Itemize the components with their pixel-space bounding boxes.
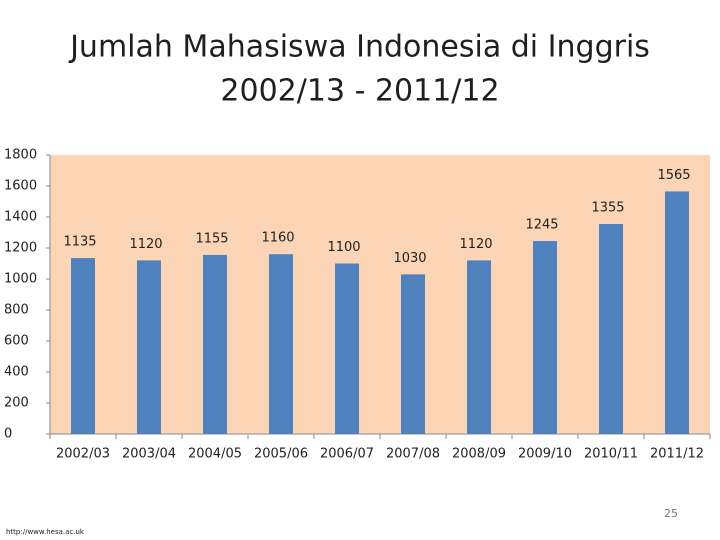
x-tick-label: 2005/06 bbox=[254, 447, 308, 462]
bar bbox=[137, 260, 161, 434]
data-label: 1155 bbox=[195, 231, 228, 246]
bar bbox=[335, 263, 359, 434]
data-label: 1245 bbox=[525, 218, 558, 233]
x-tick-label: 2010/11 bbox=[584, 447, 638, 462]
x-tick-label: 2004/05 bbox=[188, 447, 242, 462]
chart-title: Jumlah Mahasiswa Indonesia di Inggris bbox=[68, 30, 650, 65]
x-tick-label: 2009/10 bbox=[518, 447, 572, 462]
y-tick-label: 1600 bbox=[4, 179, 37, 194]
x-tick-label: 2011/12 bbox=[650, 447, 704, 462]
y-tick-label: 1200 bbox=[4, 241, 37, 256]
x-tick-label: 2008/09 bbox=[452, 447, 506, 462]
bar bbox=[71, 258, 95, 434]
x-tick-label: 2006/07 bbox=[320, 447, 374, 462]
x-tick-label: 2002/03 bbox=[56, 447, 110, 462]
data-label: 1120 bbox=[129, 237, 162, 252]
data-label: 1120 bbox=[459, 237, 492, 252]
y-tick-label: 200 bbox=[4, 396, 29, 411]
bar bbox=[269, 254, 293, 434]
data-label: 1100 bbox=[327, 240, 360, 255]
bar bbox=[665, 191, 689, 434]
y-tick-label: 1800 bbox=[4, 148, 37, 163]
y-tick-label: 0 bbox=[4, 427, 12, 442]
page-number: 25 bbox=[664, 507, 678, 520]
y-tick-label: 800 bbox=[4, 303, 29, 318]
bar bbox=[401, 274, 425, 434]
y-tick-label: 600 bbox=[4, 334, 29, 349]
data-label: 1355 bbox=[591, 200, 624, 215]
source: http://www.hesa.ac.uk bbox=[6, 528, 85, 536]
y-tick-label: 1000 bbox=[4, 272, 37, 287]
y-tick-label: 1400 bbox=[4, 210, 37, 225]
x-tick-label: 2003/04 bbox=[122, 447, 176, 462]
data-label: 1565 bbox=[657, 168, 690, 183]
bar bbox=[533, 241, 557, 434]
y-tick-label: 400 bbox=[4, 365, 29, 380]
data-label: 1030 bbox=[393, 251, 426, 266]
data-label: 1160 bbox=[261, 231, 294, 246]
bar bbox=[203, 254, 227, 434]
x-tick-label: 2007/08 bbox=[386, 447, 440, 462]
data-label: 1135 bbox=[63, 235, 96, 250]
chart-subtitle: 2002/13 - 2011/12 bbox=[220, 74, 499, 109]
bar bbox=[599, 223, 623, 434]
bar bbox=[467, 260, 491, 434]
